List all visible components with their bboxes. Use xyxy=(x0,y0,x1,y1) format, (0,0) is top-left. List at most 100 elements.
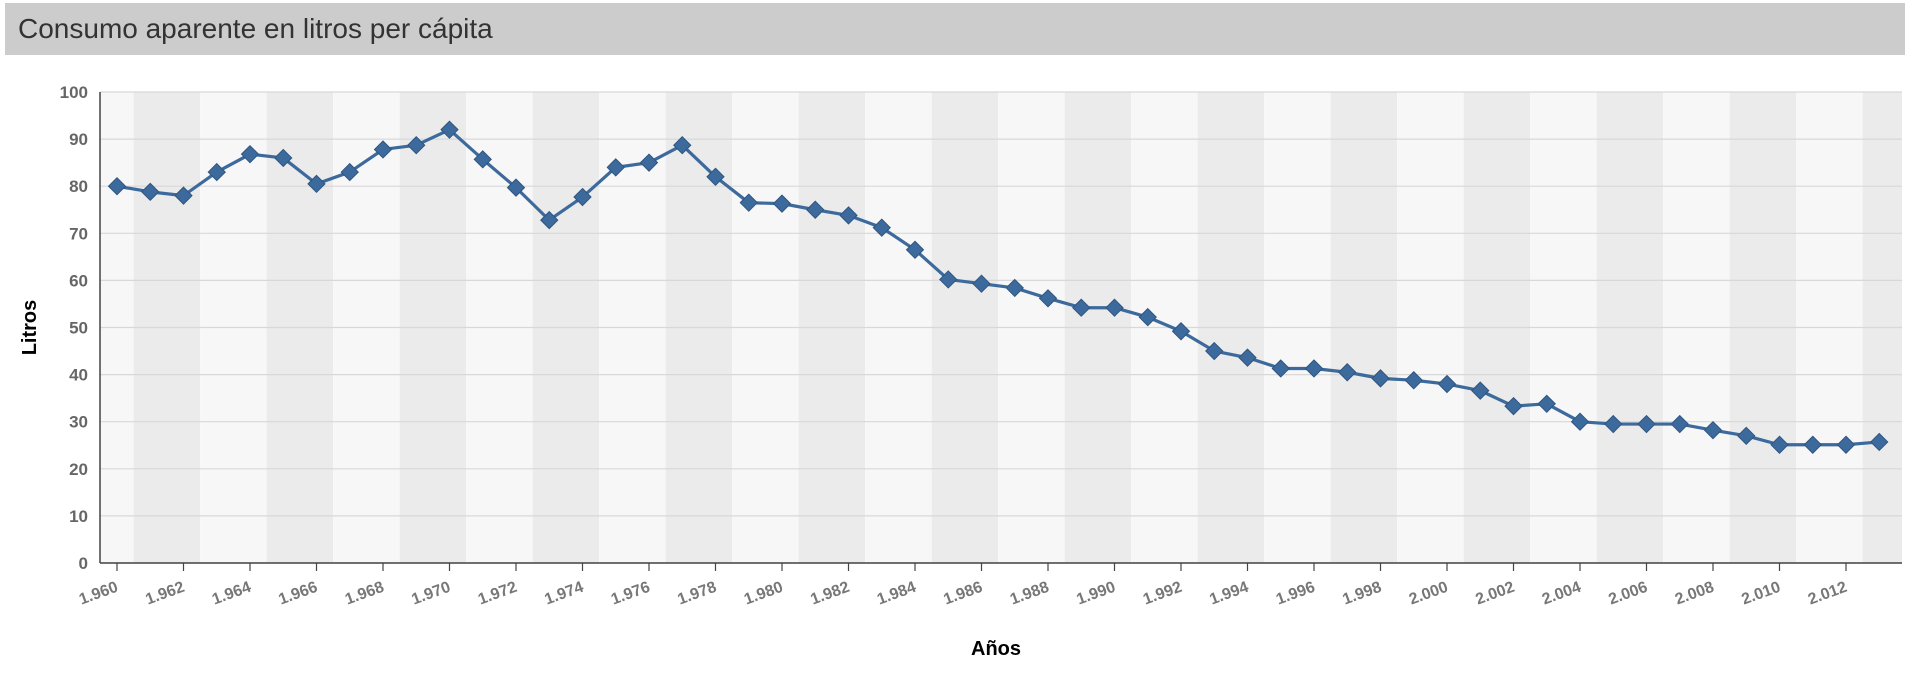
x-tick-label: 1.960 xyxy=(77,579,121,609)
x-tick-label: 1.984 xyxy=(875,579,919,609)
data-point xyxy=(905,240,925,259)
data-point xyxy=(939,270,958,289)
data-point xyxy=(1072,298,1091,317)
data-point xyxy=(174,186,193,205)
gridlines xyxy=(100,91,1902,564)
y-tick-label: 80 xyxy=(69,177,88,196)
x-tick-label: 1.990 xyxy=(1074,579,1118,609)
x-tick-label: 1.978 xyxy=(675,579,719,609)
data-point xyxy=(440,120,459,139)
x-tick-label: 1.986 xyxy=(941,579,985,609)
x-tick-label: 2.006 xyxy=(1606,579,1650,609)
data-point xyxy=(1504,396,1523,416)
data-point xyxy=(107,176,127,196)
data-point xyxy=(872,218,891,237)
axes xyxy=(99,92,1902,564)
data-point xyxy=(540,210,559,230)
data-point xyxy=(1005,278,1024,298)
x-tick-label: 1.980 xyxy=(742,579,786,609)
data-point xyxy=(1604,414,1623,434)
x-tick-label: 1.994 xyxy=(1207,579,1251,609)
data-point xyxy=(706,167,725,186)
x-tick-label: 1.974 xyxy=(542,579,586,609)
data-point xyxy=(772,194,792,213)
data-point xyxy=(1238,348,1257,367)
data-point xyxy=(506,178,526,197)
x-tick-label: 2.000 xyxy=(1407,579,1451,609)
y-tick-label: 60 xyxy=(69,271,88,290)
x-tick-label: 1.988 xyxy=(1008,579,1052,609)
x-tick-label: 2.012 xyxy=(1806,579,1850,609)
y-tick-label: 100 xyxy=(60,83,88,102)
data-point xyxy=(1138,307,1157,327)
chart-title: Consumo aparente en litros per cápita xyxy=(18,13,493,44)
data-point xyxy=(240,144,260,164)
data-point xyxy=(207,162,226,182)
data-point xyxy=(1038,289,1058,308)
data-point xyxy=(606,158,625,177)
data-point xyxy=(1770,435,1789,454)
x-tick-label: 2.010 xyxy=(1739,579,1783,609)
x-tick-label: 2.008 xyxy=(1673,579,1717,609)
data-point xyxy=(1471,381,1490,400)
x-tick-label: 1.976 xyxy=(609,579,653,609)
x-tick-label: 1.992 xyxy=(1141,579,1185,609)
data-point xyxy=(1537,394,1556,414)
x-tick-label: 1.962 xyxy=(143,579,187,609)
data-point xyxy=(673,136,692,155)
data-point xyxy=(1637,414,1656,434)
data-point xyxy=(307,174,326,194)
y-tick-label: 90 xyxy=(69,130,88,149)
data-point xyxy=(1870,432,1889,452)
x-tick-label: 2.002 xyxy=(1473,579,1517,609)
data-point xyxy=(1803,435,1822,454)
x-tick-label: 2.004 xyxy=(1540,579,1584,609)
data-point xyxy=(1437,374,1457,394)
x-tick-labels: 1.960 1.962 1.964 1.966 1.968 1.970 1.972 1.974… xyxy=(77,563,1850,609)
y-tick-label: 10 xyxy=(69,507,88,526)
chart-title-bar: Consumo aparente en litros per cápita xyxy=(5,3,1905,55)
data-point xyxy=(473,150,492,169)
data-point xyxy=(1271,359,1290,378)
x-tick-label: 1.996 xyxy=(1274,579,1318,609)
data-point xyxy=(573,187,592,207)
data-point xyxy=(1105,298,1124,317)
x-tick-label: 1.970 xyxy=(409,579,453,609)
data-point xyxy=(1205,341,1224,361)
x-tick-label: 1.982 xyxy=(808,579,852,609)
data-point xyxy=(274,148,293,168)
data-point xyxy=(1371,369,1390,388)
x-tick-label: 1.966 xyxy=(276,579,320,609)
data-point xyxy=(739,193,758,212)
data-point xyxy=(1836,435,1856,454)
data-point xyxy=(1703,420,1723,440)
y-tick-labels: 0 10 20 30 40 50 60 70 80 90 100 xyxy=(60,83,88,573)
x-tick-label: 1.998 xyxy=(1340,579,1384,609)
data-point xyxy=(1171,322,1191,341)
data-point xyxy=(839,206,858,225)
y-tick-label: 50 xyxy=(69,319,88,338)
y-tick-label: 30 xyxy=(69,413,88,432)
x-tick-label: 1.964 xyxy=(210,579,254,609)
y-tick-label: 70 xyxy=(69,224,88,243)
data-point xyxy=(340,162,359,182)
data-point xyxy=(972,274,991,293)
y-tick-label: 40 xyxy=(69,366,88,385)
y-axis-title: Litros xyxy=(19,300,41,356)
data-point xyxy=(1304,359,1324,378)
series-group xyxy=(107,120,1889,454)
x-tick-label: 1.968 xyxy=(343,579,387,609)
data-point xyxy=(806,200,825,219)
data-point xyxy=(373,140,393,159)
data-point xyxy=(407,136,426,155)
x-axis-title: Años xyxy=(971,638,1021,660)
data-point xyxy=(639,153,659,172)
x-tick-label: 1.972 xyxy=(476,579,520,609)
data-point xyxy=(1404,371,1423,390)
y-tick-label: 0 xyxy=(79,554,88,573)
data-point xyxy=(141,182,160,202)
data-point xyxy=(1570,412,1590,431)
data-point xyxy=(1670,414,1689,434)
y-tick-label: 20 xyxy=(69,460,88,479)
